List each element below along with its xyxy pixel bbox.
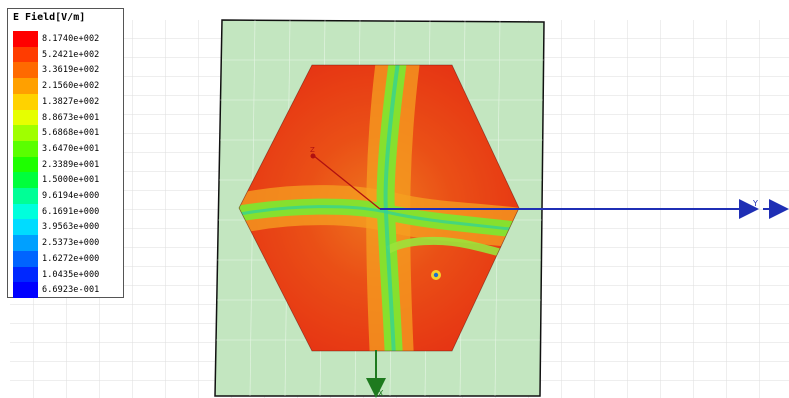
legend-value-label: 2.3389e+001	[42, 159, 100, 170]
legend-entry: 5.2421e+002	[8, 46, 123, 63]
legend-swatch	[13, 125, 38, 142]
legend-swatch	[13, 250, 38, 267]
legend-entry: 5.6868e+001	[8, 125, 123, 142]
z-axis-line	[313, 155, 381, 210]
ridge-core-horizontal	[239, 205, 519, 232]
z-axis-label: Z	[310, 146, 315, 154]
legend-value-label: 3.9563e+000	[42, 222, 100, 233]
legend-value-label: 1.0435e+000	[42, 269, 100, 280]
legend-entry: 8.1740e+002	[8, 31, 123, 48]
legend-title: E Field[V/m]	[13, 12, 86, 23]
legend-entry: 6.6923e-001	[8, 282, 123, 299]
legend-swatch	[13, 78, 38, 95]
legend-swatch	[13, 62, 38, 79]
legend-entry: 1.0435e+000	[8, 266, 123, 283]
color-legend[interactable]: E Field[V/m] 8.1740e+002 5.2421e+002 3.361…	[7, 8, 124, 299]
legend-entry: 8.8673e+001	[8, 109, 123, 126]
legend-value-label: 9.6194e+000	[42, 191, 100, 201]
legend-value-label: 8.1740e+002	[42, 34, 100, 44]
legend-value-label: 1.3827e+002	[42, 96, 100, 107]
legend-value-label: 1.5000e+001	[42, 175, 100, 186]
legend-swatch	[13, 266, 38, 283]
feed-point-icon[interactable]	[433, 272, 439, 278]
legend-swatch	[13, 235, 38, 252]
legend-swatch	[13, 282, 38, 299]
z-axis-tip-icon	[310, 153, 316, 159]
legend-entry: 1.3827e+002	[8, 93, 123, 110]
legend-value-label: 2.5373e+000	[42, 238, 100, 249]
legend-entry: 1.6272e+000	[8, 250, 123, 267]
legend-swatch	[13, 140, 38, 158]
legend-swatch	[13, 172, 38, 189]
legend-entry: 2.1560e+002	[8, 78, 123, 95]
legend-value-label: 3.6470e+001	[42, 143, 100, 154]
legend-value-label: 6.1691e+000	[42, 206, 100, 217]
y-axis-label: Y	[752, 199, 758, 208]
legend-value-label: 2.1560e+002	[42, 81, 100, 92]
legend-entry: 2.3389e+001	[8, 156, 123, 173]
legend-entry: 3.9563e+000	[8, 219, 123, 236]
legend-swatch	[13, 203, 38, 220]
legend-swatch	[13, 31, 38, 48]
legend-swatch	[13, 93, 38, 110]
x-axis-label: X	[378, 389, 384, 398]
legend-value-label: 3.3619e+002	[42, 65, 100, 76]
legend-value-label: 5.2421e+002	[42, 49, 100, 60]
legend-value-label: 8.8673e+001	[42, 112, 100, 123]
legend-entry: 9.6194e+000	[8, 188, 123, 205]
legend-swatch	[13, 188, 38, 205]
legend-swatch	[13, 156, 38, 173]
legend-entry: 6.1691e+000	[8, 203, 123, 220]
legend-value-label: 6.6923e-001	[42, 285, 100, 296]
legend-swatch	[13, 219, 38, 236]
legend-entry: 3.6470e+001	[8, 140, 123, 158]
legend-entry: 2.5373e+000	[8, 235, 123, 252]
legend-value-label: 5.6868e+001	[42, 128, 100, 139]
legend-entry: 3.3619e+002	[8, 62, 123, 79]
legend-swatch	[13, 46, 38, 63]
legend-value-label: 1.6272e+000	[42, 253, 100, 264]
legend-swatch	[13, 109, 38, 126]
legend-entry: 1.5000e+001	[8, 172, 123, 189]
